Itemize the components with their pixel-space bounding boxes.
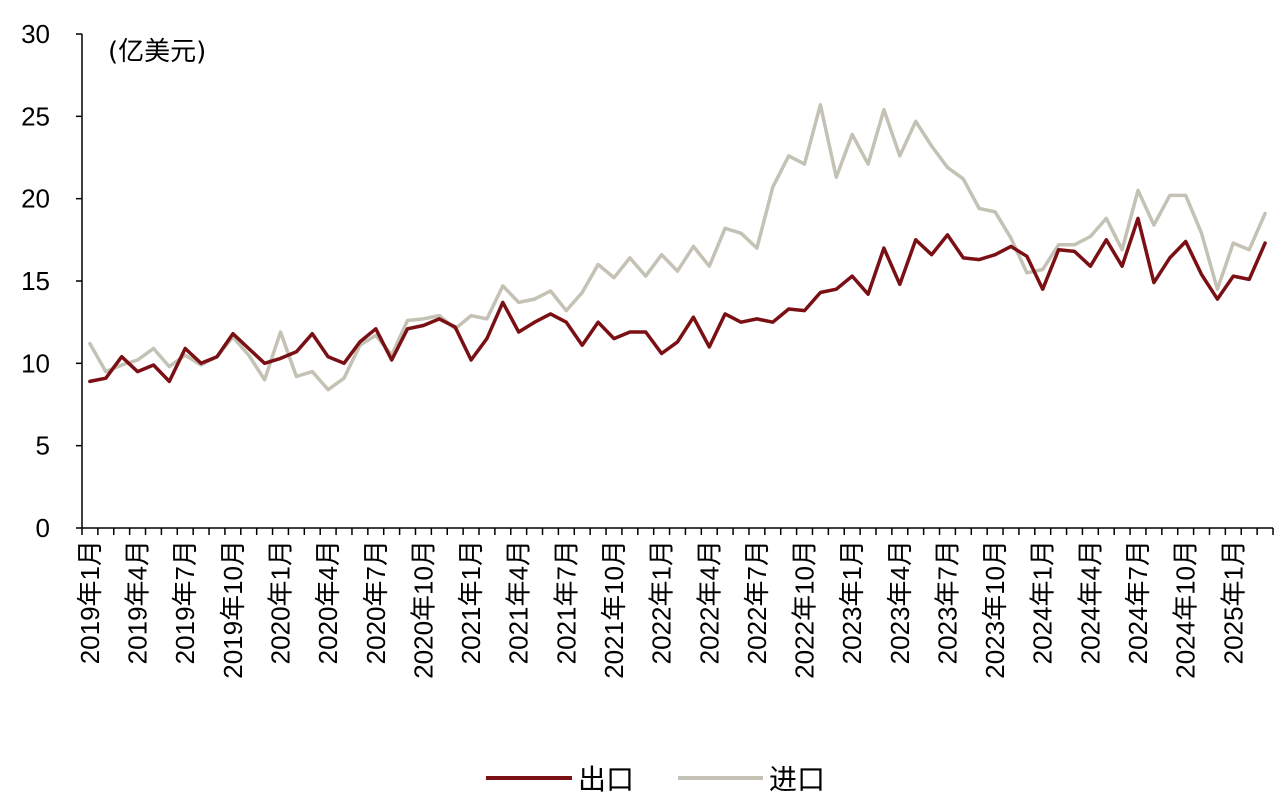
series-line-export xyxy=(88,216,1267,384)
x-tick-label: 2022年4月 xyxy=(694,540,724,664)
x-tick-label: 2019年10月 xyxy=(218,540,248,679)
legend: 出口 进口 xyxy=(486,763,825,796)
x-tick-label: 2023年1月 xyxy=(837,540,867,664)
series-line-import xyxy=(88,103,1267,392)
x-tick-label: 2022年10月 xyxy=(790,540,820,679)
x-tick-label: 2021年1月 xyxy=(456,540,486,664)
y-tick-label: 5 xyxy=(36,431,50,461)
x-tick-label: 2024年7月 xyxy=(1123,540,1153,664)
x-tick-label: 2025年1月 xyxy=(1218,540,1248,664)
y-tick-label: 30 xyxy=(21,19,50,49)
x-tick-label: 2020年7月 xyxy=(361,540,391,664)
legend-label-import: 进口 xyxy=(769,763,825,796)
x-tick-label: 2019年7月 xyxy=(170,540,200,664)
x-tick-label: 2019年1月 xyxy=(75,540,105,664)
y-tick-label: 10 xyxy=(21,348,50,378)
x-tick-label: 2024年10月 xyxy=(1171,540,1201,679)
x-tick-label: 2023年7月 xyxy=(932,540,962,664)
unit-label: (亿美元) xyxy=(108,37,206,67)
x-tick-label: 2020年1月 xyxy=(266,540,296,664)
x-tick-label: 2022年1月 xyxy=(647,540,677,664)
x-tick-label: 2024年4月 xyxy=(1075,540,1105,664)
x-tick-label: 2023年10月 xyxy=(980,540,1010,679)
x-tick-label: 2022年7月 xyxy=(742,540,772,664)
x-tick-label: 2021年4月 xyxy=(504,540,534,664)
y-tick-label: 20 xyxy=(21,184,50,214)
x-tick-label: 2023年4月 xyxy=(885,540,915,664)
y-tick-label: 25 xyxy=(21,101,50,131)
legend-label-export: 出口 xyxy=(578,763,634,796)
series-layer xyxy=(88,103,1267,392)
y-tick-label: 15 xyxy=(21,266,50,296)
x-tick-label: 2020年10月 xyxy=(408,540,438,679)
x-tick-label: 2019年4月 xyxy=(123,540,153,664)
x-axis: 2019年1月 2019年4月 2019年7月 2019年10月 2020年1月 2020… xyxy=(75,527,1274,679)
y-tick-label: 0 xyxy=(36,513,50,543)
x-tick-label: 2020年4月 xyxy=(313,540,343,664)
x-tick-label: 2024年1月 xyxy=(1028,540,1058,664)
x-tick-label: 2021年10月 xyxy=(599,540,629,679)
y-axis: 0 5 10 15 20 25 30 xyxy=(21,19,83,543)
x-tick-label: 2021年7月 xyxy=(551,540,581,664)
